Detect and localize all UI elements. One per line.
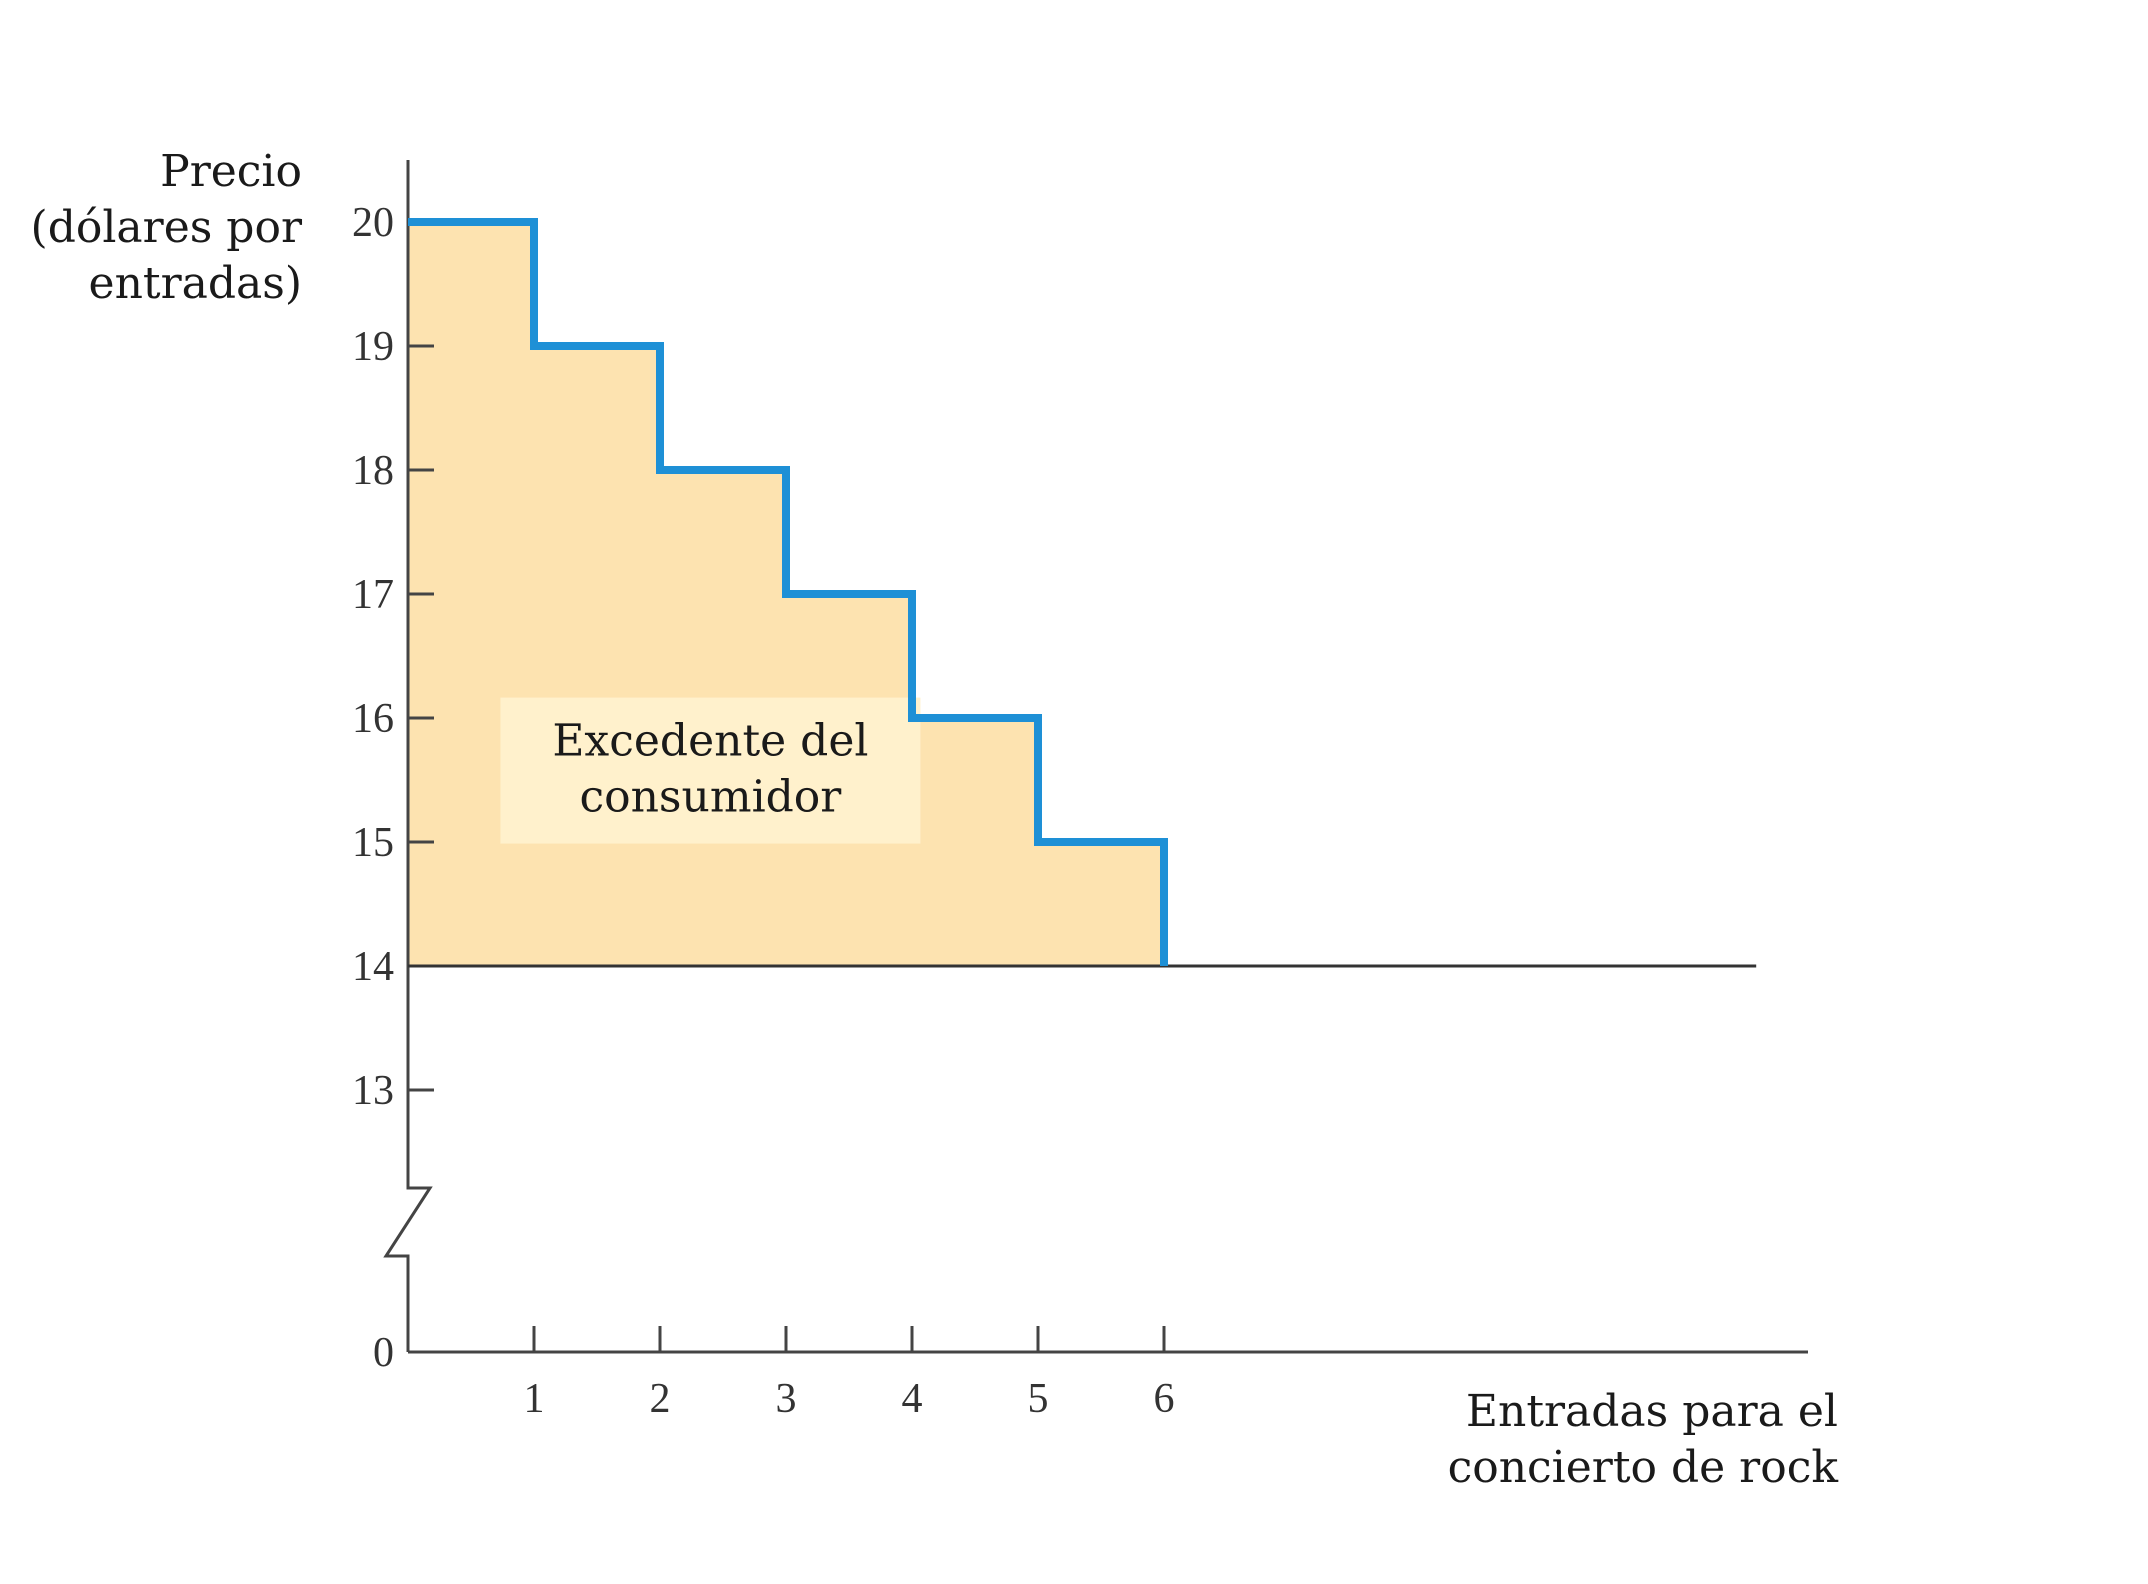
- label-layer: 20 19 18 17 16 15 14 13 0 1 2 3 4 5 6 Precio (dólares po…: [31, 146, 1839, 1493]
- y-tick-label-15: 15: [352, 820, 394, 866]
- y-tick-label-19: 19: [352, 324, 394, 370]
- annotation-label: Excedente del consumidor: [552, 716, 868, 823]
- x-tick-label-5: 5: [1028, 1376, 1049, 1422]
- annotation-box-layer: [500, 697, 921, 844]
- y-tick-label-14: 14: [352, 944, 394, 990]
- y-tick-label-18: 18: [352, 448, 394, 494]
- y-axis-label-line: Precio: [160, 146, 302, 197]
- x-axis-label-line: Entradas para el: [1466, 1386, 1838, 1437]
- series-layer: [408, 218, 1757, 968]
- y-axis: [383, 160, 433, 1352]
- y-axis-label-line: (dólares por: [31, 202, 303, 253]
- annotation-label-line: consumidor: [579, 772, 842, 823]
- x-axis-label: Entradas para el concierto de rock: [1448, 1386, 1839, 1493]
- y-origin-label: 0: [373, 1330, 394, 1376]
- y-axis-label-line: entradas): [89, 258, 302, 309]
- y-tick-label-20: 20: [352, 200, 394, 246]
- x-tick-label-1: 1: [524, 1376, 545, 1422]
- annotation-label-line: Excedente del: [552, 716, 868, 767]
- y-tick-label-13: 13: [352, 1068, 394, 1114]
- annotation-box: [500, 697, 921, 844]
- demand-step-line: [408, 218, 1168, 966]
- y-axis-label: Precio (dólares por entradas): [31, 146, 303, 309]
- x-axis-label-line: concierto de rock: [1448, 1442, 1839, 1493]
- y-tick-label-17: 17: [352, 572, 394, 618]
- x-tick-label-3: 3: [776, 1376, 797, 1422]
- x-tick-label-2: 2: [650, 1376, 671, 1422]
- x-tick-label-4: 4: [902, 1376, 923, 1422]
- y-tick-label-16: 16: [352, 696, 394, 742]
- x-tick-label-6: 6: [1154, 1376, 1175, 1422]
